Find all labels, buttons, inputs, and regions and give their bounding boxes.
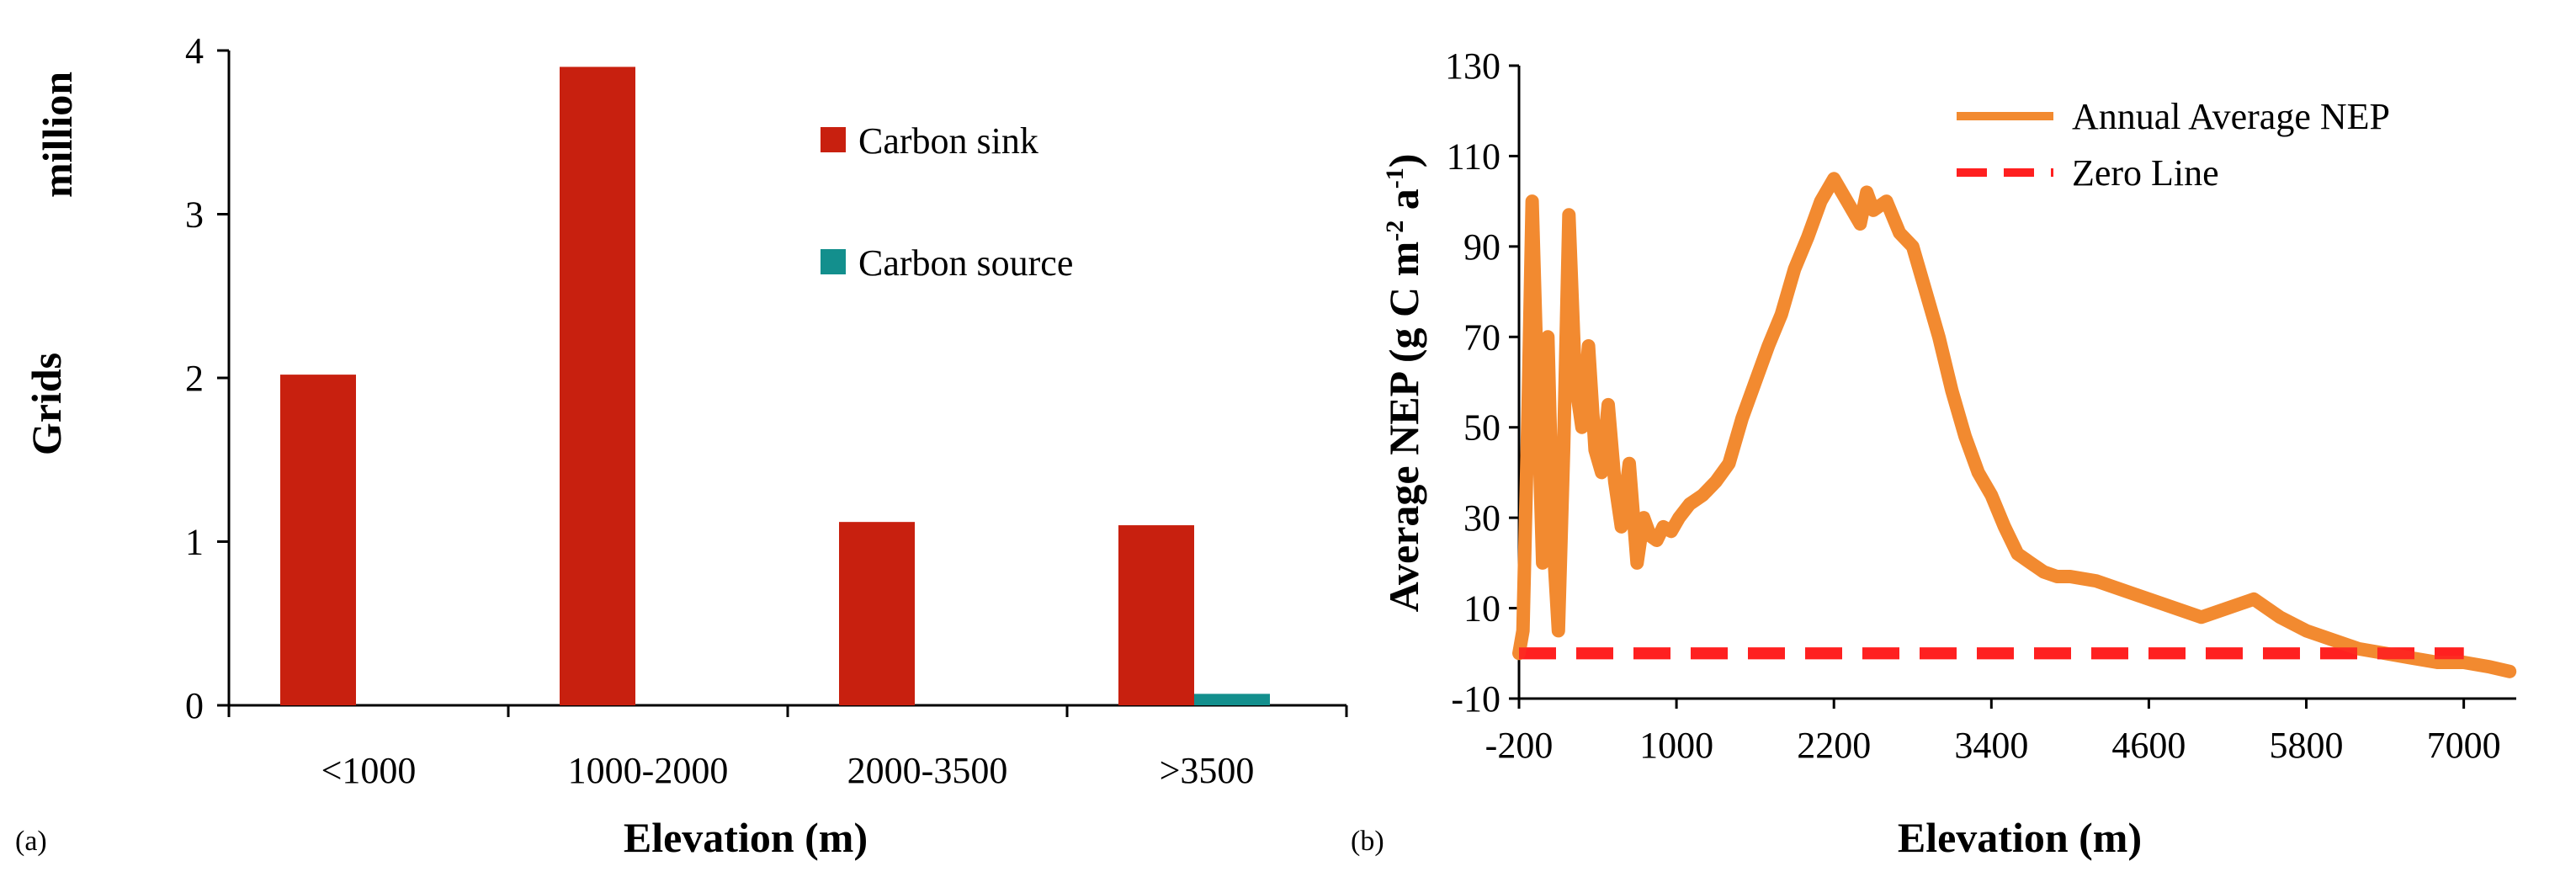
legend-annual-nep-label: Annual Average NEP [2072,96,2390,137]
panel-a-ytick-label: 1 [185,522,204,563]
panel-b-ylabel: Average NEP (g C m-2 a-1) [1380,154,1427,613]
panel-b-ytick-label: 90 [1463,226,1500,268]
bar-carbon-source-3 [1194,694,1270,705]
bar-carbon-sink-2 [839,522,915,705]
panel-b-ytick-label: 10 [1463,588,1500,630]
panel-a-ytick-label: 2 [185,358,204,399]
panel-b-xtick-label: 3400 [1954,725,2028,766]
panel-b-xtick-label: 1000 [1639,725,1713,766]
panel-a-tag: (a) [15,826,47,857]
panel-a-yunit: million [34,72,81,198]
panel-a-xtick-label: 2000-3500 [847,750,1008,791]
panel-b-xtick-label: 2200 [1797,725,1871,766]
panel-a-xtick-label: 1000-2000 [568,750,729,791]
panel-b-xtick-label: 5800 [2270,725,2344,766]
bar-carbon-sink-3 [1118,525,1194,705]
panel-b-ytick-label: -10 [1451,678,1500,720]
bar-carbon-sink-0 [280,375,356,705]
panel-a-ytick-label: 4 [185,30,204,72]
panel-b-tag: (b) [1351,826,1384,857]
legend-carbon-sink-swatch [821,127,846,152]
panel-b: -10 10 30 50 70 90 110 130 -200 1000 2200 3400 4600… [1351,45,2517,861]
panel-a-ytick-label: 0 [185,685,204,726]
panel-a-xtick-label: >3500 [1160,750,1255,791]
bar-carbon-sink-1 [560,66,635,705]
panel-b-xlabel: Elevation (m) [1898,814,2142,861]
panel-b-ytick-label: 110 [1447,136,1500,177]
panel-a-xtick-label: <1000 [321,750,417,791]
panel-b-ytick-label: 130 [1445,45,1500,87]
panel-b-xtick-label: 7000 [2427,725,2501,766]
panel-b-ytick-label: 70 [1463,316,1500,358]
legend-carbon-sink-label: Carbon sink [858,120,1038,162]
panel-b-ytick-label: 30 [1463,497,1500,539]
legend-carbon-source-swatch [821,249,846,274]
panel-b-ytick-label: 50 [1463,407,1500,449]
panel-a-ylabel: Grids [23,353,70,455]
series-annual-average-nep [1512,172,2517,678]
legend-zero-line-label: Zero Line [2072,152,2219,194]
panel-b-xtick-label: 4600 [2111,725,2186,766]
panel-a: 0 1 2 3 4 <1000 1000-2000 2000-3500 >3500 Grids… [15,30,1348,861]
panel-b-xtick-label: -200 [1485,725,1554,766]
panel-a-ytick-label: 3 [185,194,204,236]
panel-a-xlabel: Elevation (m) [624,814,868,861]
legend-carbon-source-label: Carbon source [858,242,1073,284]
